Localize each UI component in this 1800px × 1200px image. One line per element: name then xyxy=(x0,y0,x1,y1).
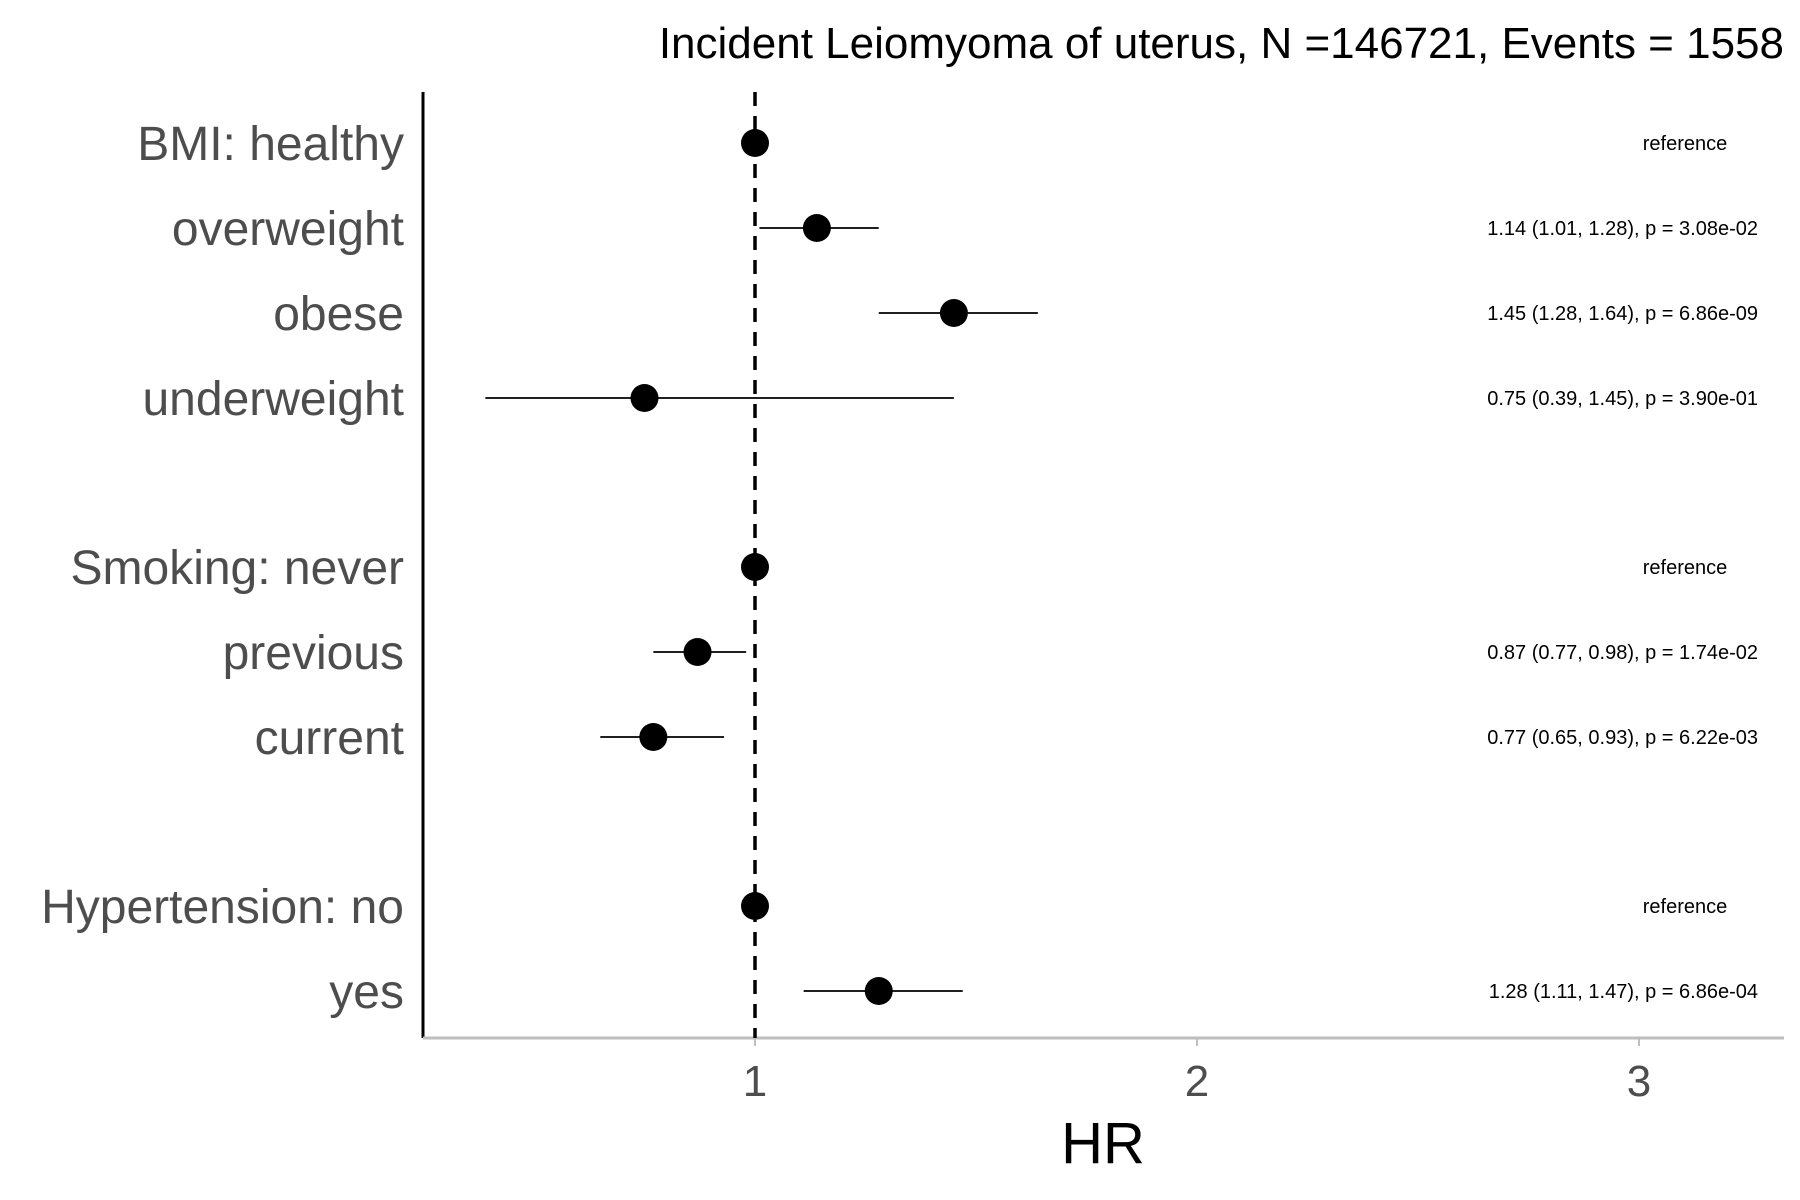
annotation-bmi-healthy: reference xyxy=(1643,133,1728,155)
annotation-yes: 1.28 (1.11, 1.47), p = 6.86e-04 xyxy=(1489,981,1758,1003)
rows-layer: BMI: healthy reference overweight 1.14 (1.0… xyxy=(41,118,1758,1019)
hr-point-yes xyxy=(864,977,893,1005)
hr-point-overweight xyxy=(802,214,831,242)
row-label-smoking-never: Smoking: never xyxy=(71,542,405,595)
row-label-underweight: underweight xyxy=(142,373,404,426)
hr-point-underweight xyxy=(630,384,659,412)
x-tick-label-1: 1 xyxy=(743,1057,767,1106)
row-label-overweight: overweight xyxy=(172,203,404,256)
hr-point-bmi-healthy xyxy=(741,129,769,157)
row-label-hypertension-no: Hypertension: no xyxy=(41,881,404,934)
x-axis-title: HR xyxy=(1061,1111,1145,1176)
row-label-yes: yes xyxy=(329,966,404,1019)
annotation-current: 0.77 (0.65, 0.93), p = 6.22e-03 xyxy=(1487,727,1758,749)
row-label-obese: obese xyxy=(273,288,404,341)
chart-title: Incident Leiomyoma of uterus, N =146721,… xyxy=(659,19,1784,68)
annotation-smoking-never: reference xyxy=(1643,557,1728,579)
annotation-hypertension-no: reference xyxy=(1643,896,1728,918)
x-tick-label-2: 2 xyxy=(1185,1057,1209,1106)
row-label-current: current xyxy=(255,712,404,765)
hr-point-previous xyxy=(683,638,712,666)
annotation-obese: 1.45 (1.28, 1.64), p = 6.86e-09 xyxy=(1487,303,1758,325)
hr-point-current xyxy=(639,723,668,751)
annotation-overweight: 1.14 (1.01, 1.28), p = 3.08e-02 xyxy=(1487,218,1758,240)
annotation-previous: 0.87 (0.77, 0.98), p = 1.74e-02 xyxy=(1487,642,1758,664)
row-label-bmi-healthy: BMI: healthy xyxy=(137,118,404,171)
x-ticks: 1 2 3 xyxy=(743,1038,1651,1106)
hr-point-hypertension-no xyxy=(741,892,769,920)
hr-point-obese xyxy=(939,299,968,327)
hr-point-smoking-never xyxy=(741,553,769,581)
x-tick-label-3: 3 xyxy=(1627,1057,1651,1106)
row-label-previous: previous xyxy=(223,627,404,680)
annotation-underweight: 0.75 (0.39, 1.45), p = 3.90e-01 xyxy=(1487,388,1758,410)
